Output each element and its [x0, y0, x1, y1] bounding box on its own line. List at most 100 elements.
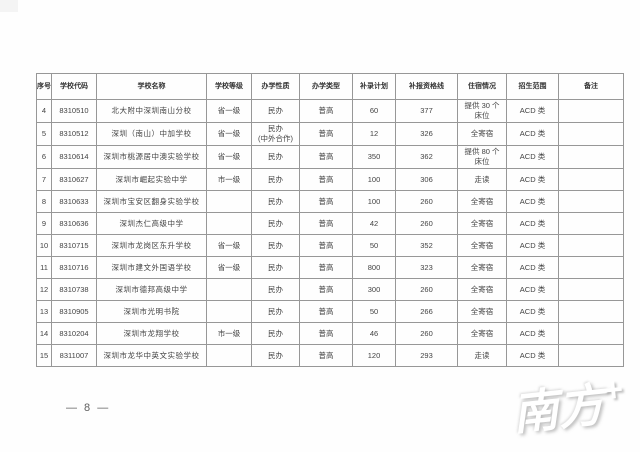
cell-plan: 800 [352, 256, 396, 279]
cell-nature: 民办 [251, 278, 300, 301]
cell-type: 普高 [299, 190, 353, 213]
cell-scope: ACD 类 [506, 322, 559, 345]
cell-seq: 12 [36, 278, 52, 301]
cell-boarding: 全寄宿 [457, 234, 507, 257]
cell-scope: ACD 类 [506, 278, 559, 301]
cell-note [558, 278, 624, 301]
column-header-boarding: 住宿情况 [457, 73, 507, 100]
cell-code: 8310716 [51, 256, 97, 279]
scan-corner-artifact [0, 0, 18, 12]
cell-code: 8310510 [51, 99, 97, 123]
cell-boarding: 全寄宿 [457, 122, 507, 146]
cell-boarding: 全寄宿 [457, 322, 507, 345]
column-header-plan: 补录计划 [352, 73, 396, 100]
cell-line: 260 [395, 322, 458, 345]
cell-type: 普高 [299, 234, 353, 257]
cell-seq: 6 [36, 145, 52, 169]
cell-plan: 350 [352, 145, 396, 169]
cell-boarding: 全寄宿 [457, 212, 507, 235]
cell-code: 8310905 [51, 300, 97, 323]
cell-type: 普高 [299, 300, 353, 323]
cell-type: 普高 [299, 122, 353, 146]
cell-boarding: 走读 [457, 168, 507, 191]
cell-code: 8310614 [51, 145, 97, 169]
cell-grade: 市一级 [206, 168, 252, 191]
cell-plan: 42 [352, 212, 396, 235]
cell-boarding: 全寄宿 [457, 256, 507, 279]
cell-name: 深圳（南山）中加学校 [96, 122, 207, 146]
cell-note [558, 322, 624, 345]
cell-note [558, 168, 624, 191]
cell-seq: 5 [36, 122, 52, 146]
table-row: 13 8310905 深圳市光明书院 民办 普高 50 266 全寄宿 ACD … [36, 300, 624, 323]
cell-line: 306 [395, 168, 458, 191]
cell-nature: 民办 [251, 322, 300, 345]
cell-plan: 60 [352, 99, 396, 123]
watermark-text: 南方 [509, 378, 607, 440]
cell-name: 北大附中深圳南山分校 [96, 99, 207, 123]
cell-line: 260 [395, 278, 458, 301]
cell-plan: 100 [352, 190, 396, 213]
cell-name: 深圳市德邦高级中学 [96, 278, 207, 301]
cell-name: 深圳市宝安区翻身实验学校 [96, 190, 207, 213]
cell-plan: 300 [352, 278, 396, 301]
column-header-name: 学校名称 [96, 73, 207, 100]
cell-plan: 46 [352, 322, 396, 345]
cell-code: 8310715 [51, 234, 97, 257]
cell-name: 深圳市龙华中英文实验学校 [96, 344, 207, 367]
cell-code: 8310636 [51, 212, 97, 235]
table-row: 10 8310715 深圳市龙岗区东升学校 省一级 民办 普高 50 352 全… [36, 234, 624, 257]
cell-scope: ACD 类 [506, 168, 559, 191]
column-header-nature: 办学性质 [251, 73, 300, 100]
cell-seq: 15 [36, 344, 52, 367]
cell-scope: ACD 类 [506, 212, 559, 235]
cell-seq: 8 [36, 190, 52, 213]
table-row: 12 8310738 深圳市德邦高级中学 民办 普高 300 260 全寄宿 A… [36, 278, 624, 301]
cell-code: 8310512 [51, 122, 97, 146]
cell-code: 8310627 [51, 168, 97, 191]
cell-type: 普高 [299, 344, 353, 367]
cell-note [558, 145, 624, 169]
page-number: — 8 — [66, 402, 111, 414]
cell-grade [206, 344, 252, 367]
cell-plan: 120 [352, 344, 396, 367]
cell-type: 普高 [299, 278, 353, 301]
table-row: 15 8311007 深圳市龙华中英文实验学校 民办 普高 120 293 走读… [36, 344, 624, 367]
cell-scope: ACD 类 [506, 300, 559, 323]
cell-plan: 12 [352, 122, 396, 146]
cell-grade [206, 300, 252, 323]
cell-note [558, 99, 624, 123]
column-header-type: 办学类型 [299, 73, 353, 100]
cell-seq: 14 [36, 322, 52, 345]
table-row: 5 8310512 深圳（南山）中加学校 省一级 民办 (中外合作) 普高 12… [36, 122, 624, 146]
cell-code: 8311007 [51, 344, 97, 367]
table-row: 9 8310636 深圳杰仁高级中学 民办 普高 42 260 全寄宿 ACD … [36, 212, 624, 235]
cell-code: 8310204 [51, 322, 97, 345]
cell-line: 326 [395, 122, 458, 146]
column-header-code: 学校代码 [51, 73, 97, 100]
table-body: 4 8310510 北大附中深圳南山分校 省一级 民办 普高 60 377 提供… [36, 99, 624, 367]
cell-code: 8310633 [51, 190, 97, 213]
cell-line: 293 [395, 344, 458, 367]
watermark-plus-icon: + [600, 370, 625, 411]
cell-nature: 民办 [251, 212, 300, 235]
table-row: 14 8310204 深圳市龙翔学校 市一级 民办 普高 46 260 全寄宿 … [36, 322, 624, 345]
cell-note [558, 344, 624, 367]
cell-code: 8310738 [51, 278, 97, 301]
cell-grade: 省一级 [206, 145, 252, 169]
cell-line: 323 [395, 256, 458, 279]
cell-seq: 9 [36, 212, 52, 235]
table-row: 4 8310510 北大附中深圳南山分校 省一级 民办 普高 60 377 提供… [36, 99, 624, 123]
table-row: 7 8310627 深圳市崛起实验中学 市一级 民办 普高 100 306 走读… [36, 168, 624, 191]
cell-grade [206, 278, 252, 301]
cell-grade: 市一级 [206, 322, 252, 345]
cell-scope: ACD 类 [506, 122, 559, 146]
cell-name: 深圳市建文外国语学校 [96, 256, 207, 279]
cell-grade: 省一级 [206, 256, 252, 279]
cell-line: 260 [395, 190, 458, 213]
cell-name: 深圳市龙翔学校 [96, 322, 207, 345]
cell-nature: 民办 [251, 99, 300, 123]
cell-type: 普高 [299, 168, 353, 191]
column-header-note: 备注 [558, 73, 624, 100]
